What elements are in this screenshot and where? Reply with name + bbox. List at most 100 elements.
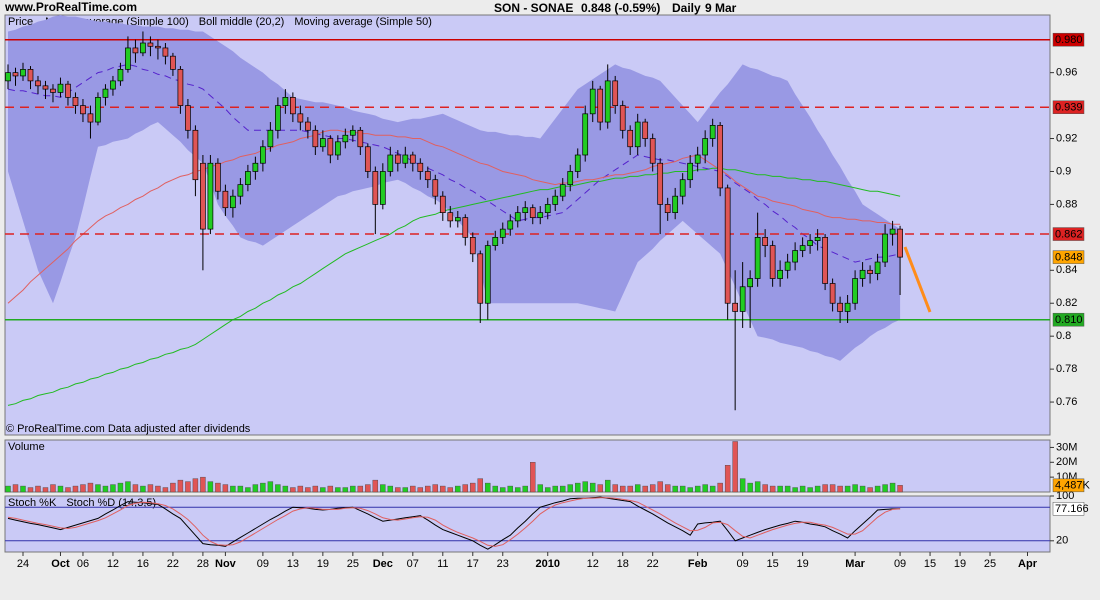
volume-bar bbox=[155, 485, 161, 493]
volume-bar bbox=[814, 485, 821, 493]
volume-bar bbox=[57, 485, 64, 493]
indicator-line bbox=[7, 129, 901, 304]
y-tick-label: 100 bbox=[1056, 490, 1074, 502]
y-tick-label: 20M bbox=[1056, 456, 1077, 468]
x-tick-label: 13 bbox=[287, 558, 299, 570]
x-tick-label: 19 bbox=[317, 558, 329, 570]
candle-body bbox=[334, 141, 341, 156]
volume-bar bbox=[237, 485, 244, 493]
candle-body bbox=[657, 162, 664, 205]
last-price: 0.848 (-0.59%) bbox=[581, 1, 660, 15]
candle-body bbox=[664, 204, 671, 213]
volume-bar bbox=[185, 481, 191, 493]
x-tick-label: 28 bbox=[197, 558, 209, 570]
y-tick-label: 0.88 bbox=[1056, 198, 1077, 210]
candle-body bbox=[394, 154, 401, 164]
candle-body bbox=[402, 154, 409, 164]
x-tick-label: 06 bbox=[77, 558, 89, 570]
candle-body bbox=[702, 138, 709, 156]
x-tick-label: 25 bbox=[347, 558, 359, 570]
volume-bar bbox=[739, 478, 746, 493]
x-tick-label: 07 bbox=[407, 558, 419, 570]
volume-bar bbox=[12, 484, 19, 493]
candle-body bbox=[507, 220, 514, 230]
y-tick-label: 0.78 bbox=[1056, 363, 1077, 375]
volume-bar bbox=[275, 484, 281, 493]
candle-body bbox=[297, 113, 304, 123]
x-tick-label: 25 bbox=[984, 558, 996, 570]
x-tick-label: 09 bbox=[737, 558, 749, 570]
candle-body bbox=[155, 45, 161, 49]
candle-body bbox=[642, 121, 649, 139]
volume-bar bbox=[867, 487, 873, 493]
candle-body bbox=[529, 207, 536, 218]
candle-body bbox=[267, 129, 274, 148]
volume-bar bbox=[762, 484, 768, 493]
candle-body bbox=[72, 97, 79, 106]
x-tick-label: 18 bbox=[617, 558, 629, 570]
candle-body bbox=[484, 245, 491, 304]
volume-bar bbox=[305, 487, 311, 493]
candle-body bbox=[694, 154, 701, 164]
candle-body bbox=[522, 207, 529, 213]
volume-bar bbox=[35, 485, 41, 493]
x-tick-label: Feb bbox=[688, 558, 708, 570]
volume-bar bbox=[522, 485, 528, 493]
volume-bar bbox=[844, 485, 851, 493]
volume-bar bbox=[425, 485, 431, 493]
candle-body bbox=[882, 233, 888, 263]
candle-body bbox=[514, 212, 521, 222]
volume-bar bbox=[477, 478, 483, 493]
volume-bar bbox=[200, 476, 206, 493]
candle-body bbox=[110, 80, 116, 90]
volume-bar bbox=[395, 487, 401, 493]
volume-bar bbox=[642, 485, 648, 493]
legend-entry: Boll middle (20,2) bbox=[199, 16, 285, 28]
volume-bar bbox=[140, 485, 146, 493]
candle-body bbox=[409, 154, 416, 164]
candle-body bbox=[117, 69, 124, 82]
candle-body bbox=[844, 302, 851, 312]
volume-bar bbox=[874, 485, 881, 493]
forecast-arrow bbox=[903, 246, 932, 313]
candle-body bbox=[604, 80, 611, 123]
volume-bar bbox=[402, 487, 409, 493]
candle-body bbox=[50, 88, 56, 93]
x-tick-label: 15 bbox=[767, 558, 779, 570]
volume-bar bbox=[455, 485, 461, 493]
candle-body bbox=[387, 154, 394, 172]
candle-body bbox=[874, 261, 881, 274]
candle-body bbox=[5, 72, 11, 82]
period: Daily bbox=[672, 1, 701, 15]
volume-bar bbox=[732, 441, 738, 493]
value-box-label: 0.980 bbox=[1055, 34, 1083, 46]
x-tick-label: 22 bbox=[167, 558, 179, 570]
volume-bar bbox=[679, 485, 686, 493]
volume-bar bbox=[27, 487, 34, 493]
candle-body bbox=[447, 212, 454, 222]
candle-body bbox=[200, 162, 206, 230]
volume-bar bbox=[387, 485, 394, 493]
volume-bar bbox=[432, 484, 438, 493]
volume-bar bbox=[620, 485, 626, 493]
volume-bar bbox=[649, 484, 656, 493]
candle-body bbox=[20, 69, 26, 77]
volume-bar bbox=[372, 479, 379, 493]
volume-bar bbox=[222, 484, 229, 493]
volume-bar bbox=[260, 482, 266, 493]
candle-body bbox=[777, 269, 783, 279]
candle-body bbox=[372, 171, 379, 205]
value-box bbox=[1052, 502, 1085, 516]
volume-bar bbox=[747, 482, 753, 493]
volume-bar bbox=[687, 487, 693, 493]
candle-body bbox=[679, 179, 686, 197]
candle-body bbox=[27, 69, 34, 82]
volume-bar bbox=[342, 487, 349, 493]
volume-bar bbox=[605, 479, 611, 493]
candle-body bbox=[170, 55, 176, 70]
volume-bar bbox=[65, 487, 71, 493]
y-tick-label: 0.92 bbox=[1056, 132, 1077, 144]
volume-bar bbox=[42, 487, 49, 493]
volume-bar bbox=[192, 478, 199, 493]
candle-body bbox=[95, 97, 101, 123]
